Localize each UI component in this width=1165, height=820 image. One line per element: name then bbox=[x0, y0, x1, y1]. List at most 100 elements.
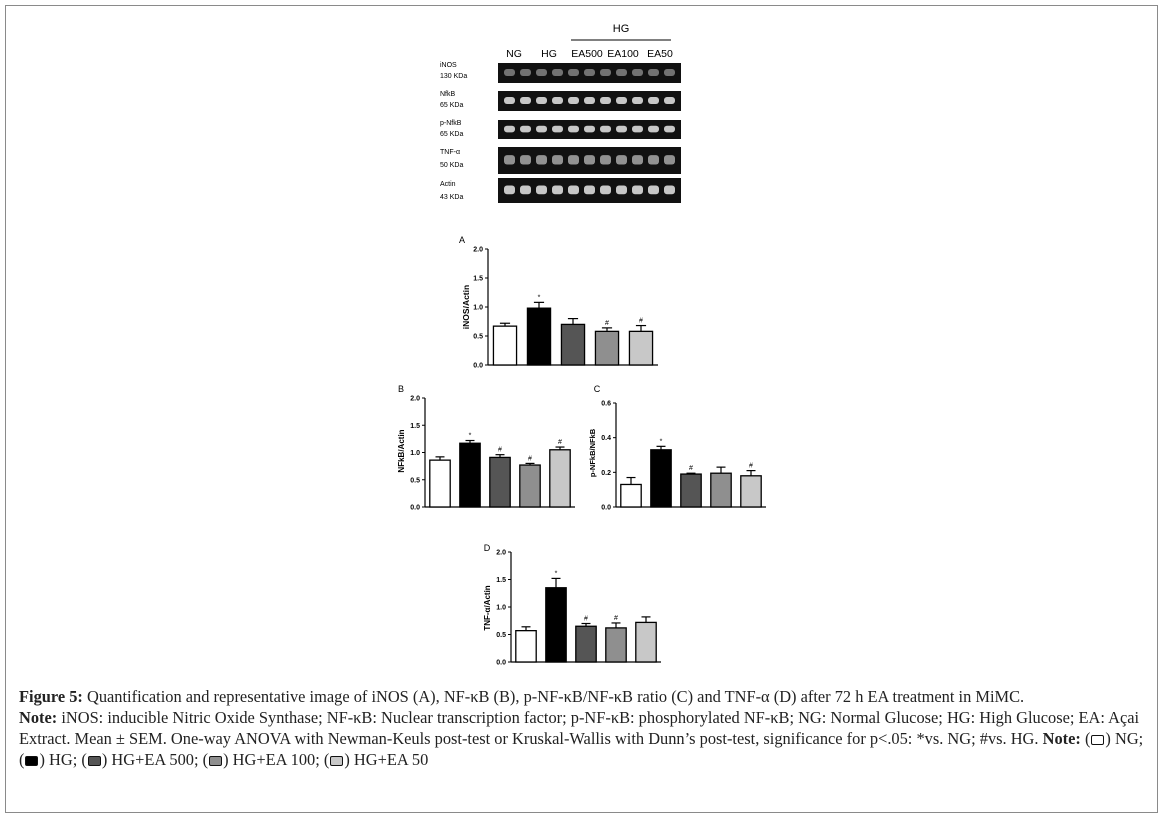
y-tick-label: 1.0 bbox=[410, 450, 420, 457]
y-tick-label: 1.5 bbox=[496, 577, 506, 584]
legend-item: () HG+EA 500; bbox=[81, 750, 199, 769]
blot-band bbox=[536, 185, 547, 195]
blot-band bbox=[520, 125, 531, 133]
blot-lane-label: NG bbox=[506, 48, 522, 60]
note-label: Note: bbox=[19, 708, 58, 727]
caption-note: Note: iNOS: inducible Nitric Oxide Synth… bbox=[19, 707, 1149, 770]
blot-band bbox=[568, 97, 579, 104]
blot-row-name: p-NfkB bbox=[440, 120, 462, 127]
figure-frame bbox=[5, 5, 1158, 813]
blot-band bbox=[536, 97, 547, 104]
chart-d-svg: D TNF-α/Actin 0.0 0.5 1.0 1.5 2.0 * # # bbox=[483, 543, 661, 667]
blot-lane-label: EA500 bbox=[571, 48, 603, 60]
caption-label: Figure 5: bbox=[19, 687, 83, 706]
legend-label: HG+EA 50 bbox=[353, 750, 429, 769]
blot-band bbox=[600, 69, 611, 76]
legend-label: HG+EA 100 bbox=[232, 750, 316, 769]
blot-row-size: 65 KDa bbox=[440, 131, 463, 138]
bar bbox=[515, 630, 537, 663]
significance-mark: # bbox=[614, 615, 618, 622]
blot-band bbox=[504, 97, 515, 104]
blot-band bbox=[536, 69, 547, 76]
caption-main: Figure 5: Quantification and representat… bbox=[19, 686, 1149, 707]
y-tick-label: 0.5 bbox=[410, 477, 420, 484]
note-text: iNOS: inducible Nitric Oxide Synthase; N… bbox=[19, 708, 1140, 748]
bar bbox=[605, 627, 627, 663]
blot-band bbox=[616, 185, 627, 195]
legend-swatch bbox=[330, 756, 344, 766]
y-tick-label: 1.5 bbox=[473, 276, 483, 283]
significance-mark: # bbox=[749, 463, 753, 470]
significance-mark: * bbox=[660, 438, 663, 445]
y-tick-label: 2.0 bbox=[410, 396, 420, 403]
blot-band bbox=[616, 155, 627, 165]
y-tick-label: 0.0 bbox=[410, 505, 420, 512]
panel-letter: B bbox=[398, 384, 404, 394]
blot-band bbox=[552, 69, 563, 76]
blot-band bbox=[632, 155, 643, 165]
blot-band bbox=[568, 155, 579, 165]
legend-item: () HG+EA 50 bbox=[323, 750, 429, 769]
blot-band bbox=[632, 69, 643, 76]
blot-row-name: Actin bbox=[440, 181, 456, 188]
blot-row-size: 65 KDa bbox=[440, 102, 463, 109]
significance-mark: # bbox=[528, 455, 532, 462]
significance-mark: # bbox=[498, 447, 502, 454]
blot-band bbox=[584, 97, 595, 104]
blot-strip bbox=[498, 63, 681, 83]
blot-row-size: 50 KDa bbox=[440, 162, 463, 169]
blot-band bbox=[568, 125, 579, 133]
chart-panel-c: C p-NFkB/NFkB 0.0 0.2 0.4 0.6 * # # bbox=[586, 383, 786, 513]
bar bbox=[650, 449, 672, 508]
y-axis-label: p-NFkB/NFkB bbox=[588, 428, 597, 477]
blot-band bbox=[600, 97, 611, 104]
bar bbox=[545, 587, 567, 663]
bar bbox=[710, 472, 732, 508]
blot-lane-label: HG bbox=[541, 48, 557, 60]
legend-swatch bbox=[25, 756, 39, 766]
blot-band bbox=[664, 185, 675, 195]
y-tick-label: 2.0 bbox=[473, 247, 483, 254]
blot-band bbox=[664, 155, 675, 165]
y-tick-label: 2.0 bbox=[496, 550, 506, 557]
y-tick-label: 0.0 bbox=[601, 505, 611, 512]
blot-band bbox=[616, 97, 627, 104]
y-axis-label: NFkB/Actin bbox=[397, 429, 406, 472]
bar bbox=[489, 456, 511, 508]
western-blot-image: HG NG HG EA500 EA100 EA50 iNOS 130 KDa N… bbox=[440, 18, 700, 218]
y-tick-label: 0.2 bbox=[601, 470, 611, 477]
blot-band bbox=[504, 125, 515, 133]
bar bbox=[620, 483, 642, 508]
y-tick-label: 0.6 bbox=[601, 401, 611, 408]
blot-band bbox=[648, 97, 659, 104]
note2-label: Note: bbox=[1042, 729, 1081, 748]
blot-band bbox=[632, 125, 643, 133]
bar bbox=[459, 442, 481, 508]
blot-band bbox=[616, 69, 627, 76]
y-tick-label: 1.0 bbox=[473, 305, 483, 312]
bar bbox=[519, 464, 541, 508]
blot-band bbox=[648, 185, 659, 195]
blot-band bbox=[632, 97, 643, 104]
blot-band bbox=[504, 185, 515, 195]
panel-letter: D bbox=[484, 543, 491, 553]
blot-lane-label: EA50 bbox=[647, 48, 673, 60]
bar bbox=[594, 330, 620, 366]
y-tick-label: 0.0 bbox=[473, 363, 483, 370]
blot-band bbox=[616, 125, 627, 133]
chart-a-svg: A iNOS/Actin 0.0 0.5 1.0 1.5 2.0 * # # bbox=[459, 235, 658, 370]
blot-band bbox=[552, 97, 563, 104]
panel-letter: A bbox=[459, 235, 465, 245]
bar bbox=[492, 325, 518, 366]
blot-row-size: 130 KDa bbox=[440, 73, 467, 80]
legend-item: () HG; bbox=[19, 750, 78, 769]
blot-band bbox=[552, 155, 563, 165]
significance-mark: # bbox=[605, 320, 609, 327]
significance-mark: # bbox=[689, 465, 693, 472]
legend-swatch bbox=[209, 756, 223, 766]
panel-letter: C bbox=[594, 384, 601, 394]
blot-row-name: iNOS bbox=[440, 62, 457, 69]
blot-lane-label: EA100 bbox=[607, 48, 639, 60]
blot-band bbox=[536, 125, 547, 133]
chart-panel-d: D TNF-α/Actin 0.0 0.5 1.0 1.5 2.0 * # # bbox=[478, 540, 678, 670]
